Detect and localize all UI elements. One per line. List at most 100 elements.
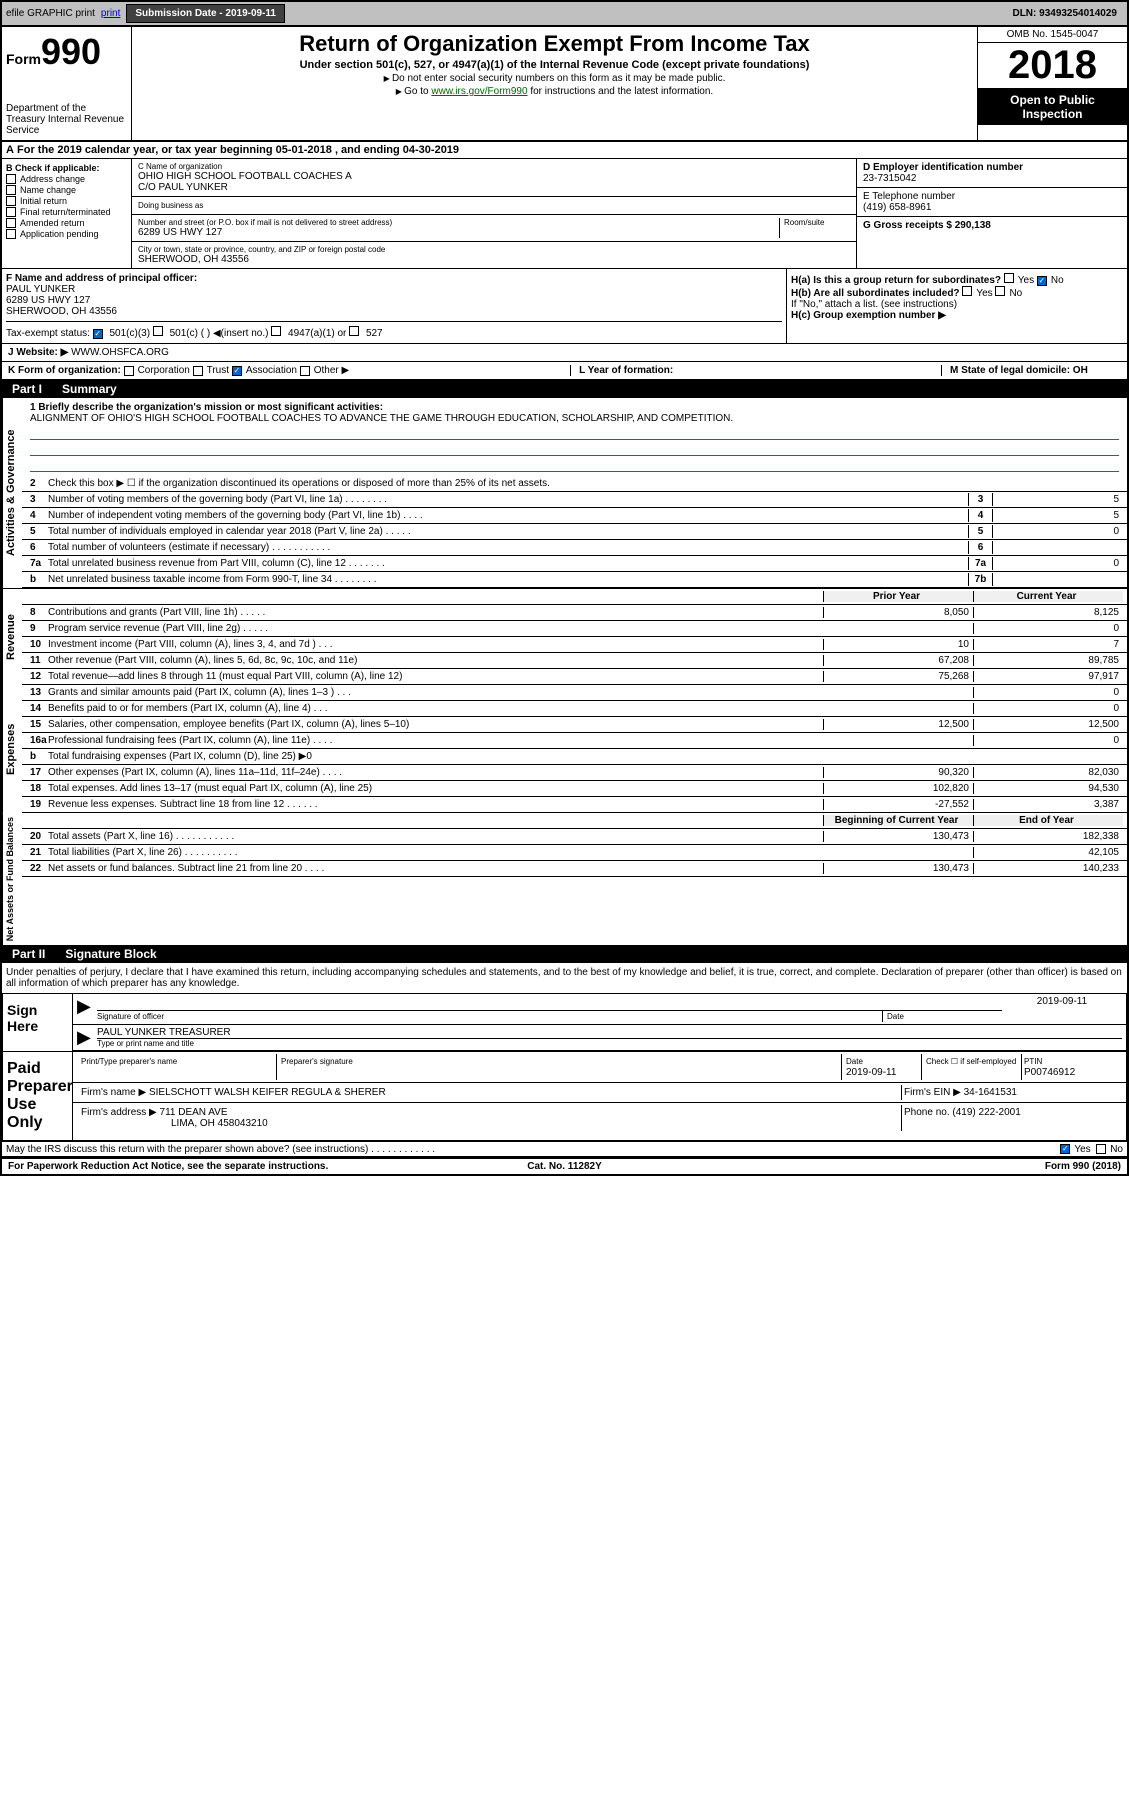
k-other[interactable] — [300, 366, 310, 376]
subtitle: Under section 501(c), 527, or 4947(a)(1)… — [140, 59, 969, 71]
vert-expenses: Expenses — [2, 685, 22, 813]
revenue-section: Revenue Prior Year Current Year 8Contrib… — [2, 588, 1127, 685]
sign-here-label: Sign Here — [3, 994, 73, 1051]
col-c: C Name of organization OHIO HIGH SCHOOL … — [132, 159, 857, 268]
addr-cell: Number and street (or P.O. box if mail i… — [132, 215, 856, 242]
dln: DLN: 93493254014029 — [1012, 8, 1117, 19]
section-fh: F Name and address of principal officer:… — [2, 269, 1127, 344]
line-8: 8Contributions and grants (Part VIII, li… — [22, 605, 1127, 621]
instr-ssn: Do not enter social security numbers on … — [140, 73, 969, 84]
period-row: A For the 2019 calendar year, or tax yea… — [2, 142, 1127, 159]
mission-box: 1 Briefly describe the organization's mi… — [22, 398, 1127, 476]
k-assoc[interactable] — [232, 366, 242, 376]
title-box: Return of Organization Exempt From Incom… — [132, 27, 977, 140]
line-12: 12Total revenue—add lines 8 through 11 (… — [22, 669, 1127, 685]
k-corp[interactable] — [124, 366, 134, 376]
line-4: 4Number of independent voting members of… — [22, 508, 1127, 524]
tax-year: 2018 — [978, 43, 1127, 89]
gross-cell: G Gross receipts $ 290,138 — [857, 217, 1127, 234]
check-name[interactable] — [6, 185, 16, 195]
paid-preparer-label: Paid Preparer Use Only — [3, 1052, 73, 1140]
discuss-row: May the IRS discuss this return with the… — [2, 1141, 1127, 1157]
efile-label: efile GRAPHIC print — [6, 8, 95, 19]
part2-header: Part II Signature Block — [2, 945, 1127, 963]
part1-header: Part I Summary — [2, 380, 1127, 398]
line-20: 20Total assets (Part X, line 16) . . . .… — [22, 829, 1127, 845]
discuss-no[interactable] — [1096, 1144, 1106, 1154]
ha-no[interactable] — [1037, 276, 1047, 286]
line-16a: 16aProfessional fundraising fees (Part I… — [22, 733, 1127, 749]
line-11: 11Other revenue (Part VIII, column (A), … — [22, 653, 1127, 669]
line-b: bTotal fundraising expenses (Part IX, co… — [22, 749, 1127, 765]
form-990-number: 990 — [41, 31, 101, 72]
col-right: D Employer identification number 23-7315… — [857, 159, 1127, 268]
check-527[interactable] — [349, 326, 359, 336]
submission-date: Submission Date - 2019-09-11 — [126, 4, 285, 23]
line-13: 13Grants and similar amounts paid (Part … — [22, 685, 1127, 701]
row-k: K Form of organization: Corporation Trus… — [2, 362, 1127, 380]
dept-treasury: Department of the Treasury Internal Reve… — [6, 103, 127, 136]
year-box: OMB No. 1545-0047 2018 Open to Public In… — [977, 27, 1127, 140]
expenses-section: Expenses 13Grants and similar amounts pa… — [2, 685, 1127, 813]
line-7a: 7aTotal unrelated business revenue from … — [22, 556, 1127, 572]
line-14: 14Benefits paid to or for members (Part … — [22, 701, 1127, 717]
check-501c[interactable] — [153, 326, 163, 336]
main-title: Return of Organization Exempt From Incom… — [140, 31, 969, 57]
col-b-checks: B Check if applicable: Address change Na… — [2, 159, 132, 268]
paid-preparer-grid: Paid Preparer Use Only Print/Type prepar… — [2, 1052, 1127, 1141]
k-trust[interactable] — [193, 366, 203, 376]
paperwork-notice: For Paperwork Reduction Act Notice, see … — [8, 1161, 379, 1172]
hb-no[interactable] — [995, 286, 1005, 296]
vert-netassets: Net Assets or Fund Balances — [2, 813, 22, 945]
check-initial[interactable] — [6, 196, 16, 206]
city-cell: City or town, state or province, country… — [132, 242, 856, 268]
top-bar: efile GRAPHIC print print Submission Dat… — [2, 2, 1127, 27]
cat-no: Cat. No. 11282Y — [379, 1161, 750, 1172]
form-number-box: Form990 Department of the Treasury Inter… — [2, 27, 132, 140]
line-10: 10Investment income (Part VIII, column (… — [22, 637, 1127, 653]
line-3: 3Number of voting members of the governi… — [22, 492, 1127, 508]
vert-revenue: Revenue — [2, 589, 22, 685]
line-b: bNet unrelated business taxable income f… — [22, 572, 1127, 588]
line-21: 21Total liabilities (Part X, line 26) . … — [22, 845, 1127, 861]
form-ref: Form 990 (2018) — [750, 1161, 1121, 1172]
form-990-page: efile GRAPHIC print print Submission Dat… — [0, 0, 1129, 1176]
line-18: 18Total expenses. Add lines 13–17 (must … — [22, 781, 1127, 797]
sig-declaration: Under penalties of perjury, I declare th… — [2, 963, 1127, 993]
line-17: 17Other expenses (Part IX, column (A), l… — [22, 765, 1127, 781]
check-amended[interactable] — [6, 218, 16, 228]
irs-link[interactable]: www.irs.gov/Form990 — [431, 86, 527, 97]
line-22: 22Net assets or fund balances. Subtract … — [22, 861, 1127, 877]
website-row: J Website: ▶ WWW.OHSFCA.ORG — [2, 344, 1127, 362]
ha-yes[interactable] — [1004, 273, 1014, 283]
instr-link: Go to www.irs.gov/Form990 for instructio… — [140, 86, 969, 97]
check-final[interactable] — [6, 207, 16, 217]
line-19: 19Revenue less expenses. Subtract line 1… — [22, 797, 1127, 813]
line-2: 2Check this box ▶ ☐ if the organization … — [22, 476, 1127, 492]
h-cell: H(a) Is this a group return for subordin… — [787, 269, 1127, 343]
open-public: Open to Public Inspection — [978, 89, 1127, 125]
print-link[interactable]: print — [101, 8, 120, 19]
hb-yes[interactable] — [962, 286, 972, 296]
pycy-header: Prior Year Current Year — [22, 589, 1127, 605]
governance-section: Activities & Governance 1 Briefly descri… — [2, 398, 1127, 588]
section-b: B Check if applicable: Address change Na… — [2, 159, 1127, 269]
omb-no: OMB No. 1545-0047 — [978, 27, 1127, 43]
line-9: 9Program service revenue (Part VIII, lin… — [22, 621, 1127, 637]
vert-governance: Activities & Governance — [2, 398, 22, 588]
sign-here-grid: Sign Here ▶ Signature of officer Date 20… — [2, 993, 1127, 1052]
line-15: 15Salaries, other compensation, employee… — [22, 717, 1127, 733]
check-501c3[interactable] — [93, 329, 103, 339]
check-pending[interactable] — [6, 229, 16, 239]
org-name-cell: C Name of organization OHIO HIGH SCHOOL … — [132, 159, 856, 197]
line-5: 5Total number of individuals employed in… — [22, 524, 1127, 540]
check-4947[interactable] — [271, 326, 281, 336]
form-label: Form — [6, 51, 41, 67]
netassets-section: Net Assets or Fund Balances Beginning of… — [2, 813, 1127, 945]
officer-cell: F Name and address of principal officer:… — [2, 269, 787, 343]
dba-cell: Doing business as — [132, 197, 856, 215]
discuss-yes[interactable] — [1060, 1144, 1070, 1154]
header-row: Form990 Department of the Treasury Inter… — [2, 27, 1127, 142]
line-6: 6Total number of volunteers (estimate if… — [22, 540, 1127, 556]
check-address[interactable] — [6, 174, 16, 184]
